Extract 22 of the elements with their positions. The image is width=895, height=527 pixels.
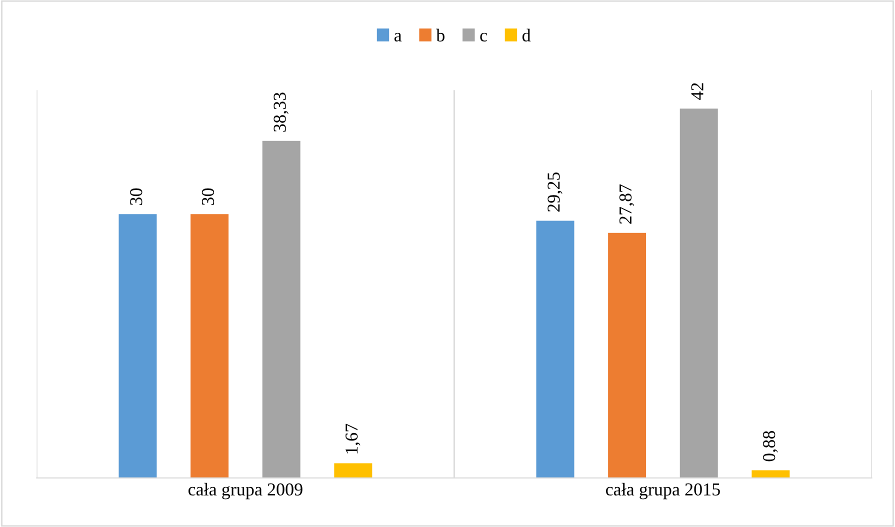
- bar: [752, 470, 790, 478]
- x-tick-label: cała grupa 2009: [188, 482, 302, 500]
- data-label: 0,88: [763, 431, 778, 462]
- bar: [536, 220, 574, 478]
- bar: [190, 214, 229, 478]
- data-label: 29,25: [548, 172, 562, 212]
- data-label: 27,87: [619, 184, 634, 224]
- bar: [608, 232, 646, 478]
- bar: [262, 140, 300, 478]
- bar: [680, 108, 718, 478]
- legend-label: b: [436, 28, 444, 42]
- legend-label: a: [394, 32, 402, 42]
- bar: [334, 463, 372, 478]
- data-label: 30: [130, 188, 142, 205]
- data-label: 1,67: [346, 424, 360, 454]
- data-label: 38,33: [274, 92, 288, 132]
- data-label: 42: [691, 83, 704, 100]
- legend-label: c: [480, 32, 487, 42]
- bar: [118, 214, 157, 478]
- x-tick-label: cała grupa 2015: [606, 482, 720, 500]
- legend-label: d: [522, 28, 531, 42]
- data-label: 30: [202, 188, 214, 205]
